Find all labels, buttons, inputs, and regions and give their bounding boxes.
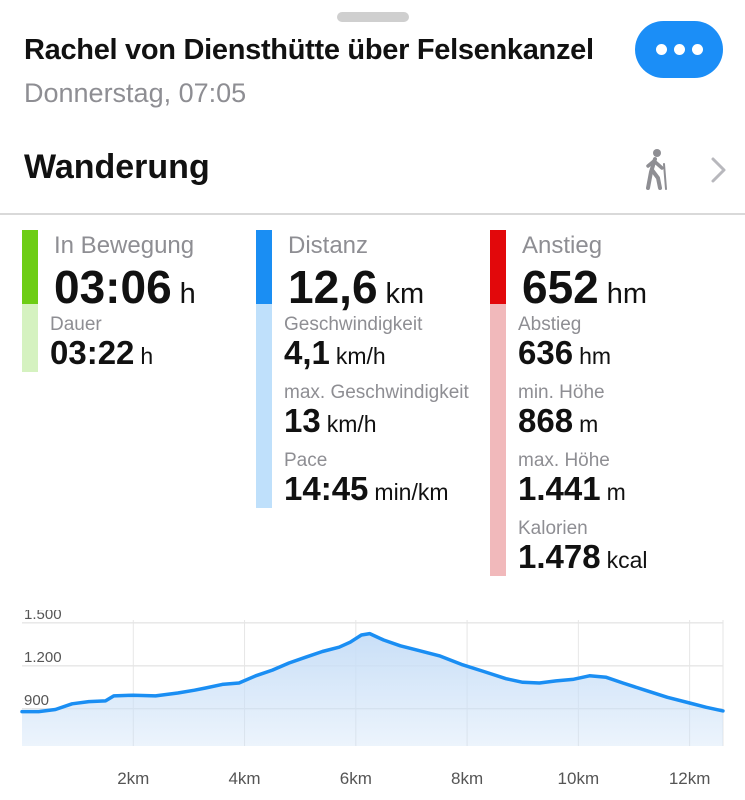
max-altitude-value: 1.441 m [518,470,626,508]
pace-unit: min/km [374,479,449,505]
moving-time-unit: h [179,278,196,310]
max-speed-value: 13 km/h [284,402,377,440]
duration-value: 03:22 h [50,334,153,372]
ellipsis-icon [655,44,667,55]
time-color-bar-light [22,304,38,372]
max-altitude-number: 1.441 [518,470,601,507]
elevation-color-bar-light [490,304,506,576]
section-divider [0,213,745,215]
ascent-number: 652 [522,261,599,313]
chevron-right-icon[interactable] [710,156,728,184]
x-tick-label: 4km [228,769,260,788]
max-speed-unit: km/h [326,411,377,437]
y-tick-label: 900 [24,692,49,709]
duration-number: 03:22 [50,334,135,371]
max-altitude-unit: m [606,479,626,505]
calories-label: Kalorien [518,518,588,539]
calories-number: 1.478 [518,538,601,575]
distance-number: 12,6 [288,261,378,313]
sheet-drag-handle[interactable] [337,12,409,22]
ascent-value: 652 hm [522,260,647,314]
calories-value: 1.478 kcal [518,538,648,576]
ellipsis-icon-dot [691,44,703,55]
descent-value: 636 hm [518,334,611,372]
moving-time-number: 03:06 [54,261,172,313]
elevation-profile-chart[interactable]: 900 1.200 1.500 2km 4km 6km 8km 10km 12km [0,610,745,800]
pace-label: Pace [284,450,328,471]
min-altitude-unit: m [579,411,599,437]
x-tick-label: 10km [558,769,600,788]
max-speed-number: 13 [284,402,321,439]
distance-color-bar-light [256,304,272,508]
y-tick-label: 1.200 [24,649,62,666]
speed-label: Geschwindigkeit [284,314,423,335]
elevation-area [22,633,723,746]
elevation-line [20,631,725,714]
speed-value: 4,1 km/h [284,334,386,372]
time-color-bar [22,230,38,304]
max-speed-label: max. Geschwindigkeit [284,382,469,403]
moving-time-value: 03:06 h [54,260,196,314]
pace-number: 14:45 [284,470,369,507]
ascent-unit: hm [606,278,648,310]
ascent-label: Anstieg [522,232,603,259]
descent-unit: hm [579,343,612,369]
more-options-button[interactable] [635,21,723,78]
activity-title: Rachel von Diensthütte über Felsenkanzel [24,34,594,66]
moving-time-label: In Bewegung [54,232,195,259]
x-tick-label: 8km [451,769,483,788]
distance-unit: km [385,278,425,310]
speed-unit: km/h [335,343,386,369]
speed-number: 4,1 [284,334,330,371]
distance-color-bar [256,230,272,304]
x-tick-label: 12km [669,769,711,788]
duration-unit: h [140,343,154,369]
y-tick-label: 1.500 [24,610,62,623]
activity-type-label[interactable]: Wanderung [24,148,210,186]
activity-datetime: Donnerstag, 07:05 [24,78,247,108]
min-altitude-number: 868 [518,402,574,439]
max-altitude-label: max. Höhe [518,450,610,471]
pace-value: 14:45 min/km [284,470,449,508]
distance-value: 12,6 km [288,260,424,314]
descent-label: Abstieg [518,314,582,335]
min-altitude-label: min. Höhe [518,382,605,403]
distance-label: Distanz [288,232,369,259]
x-tick-label: 2km [117,769,149,788]
ellipsis-icon-dot [673,44,685,55]
duration-label: Dauer [50,314,102,335]
x-tick-label: 6km [340,769,372,788]
calories-unit: kcal [606,547,648,573]
hiker-icon [646,149,667,190]
min-altitude-value: 868 m [518,402,598,440]
descent-number: 636 [518,334,574,371]
elevation-color-bar [490,230,506,304]
